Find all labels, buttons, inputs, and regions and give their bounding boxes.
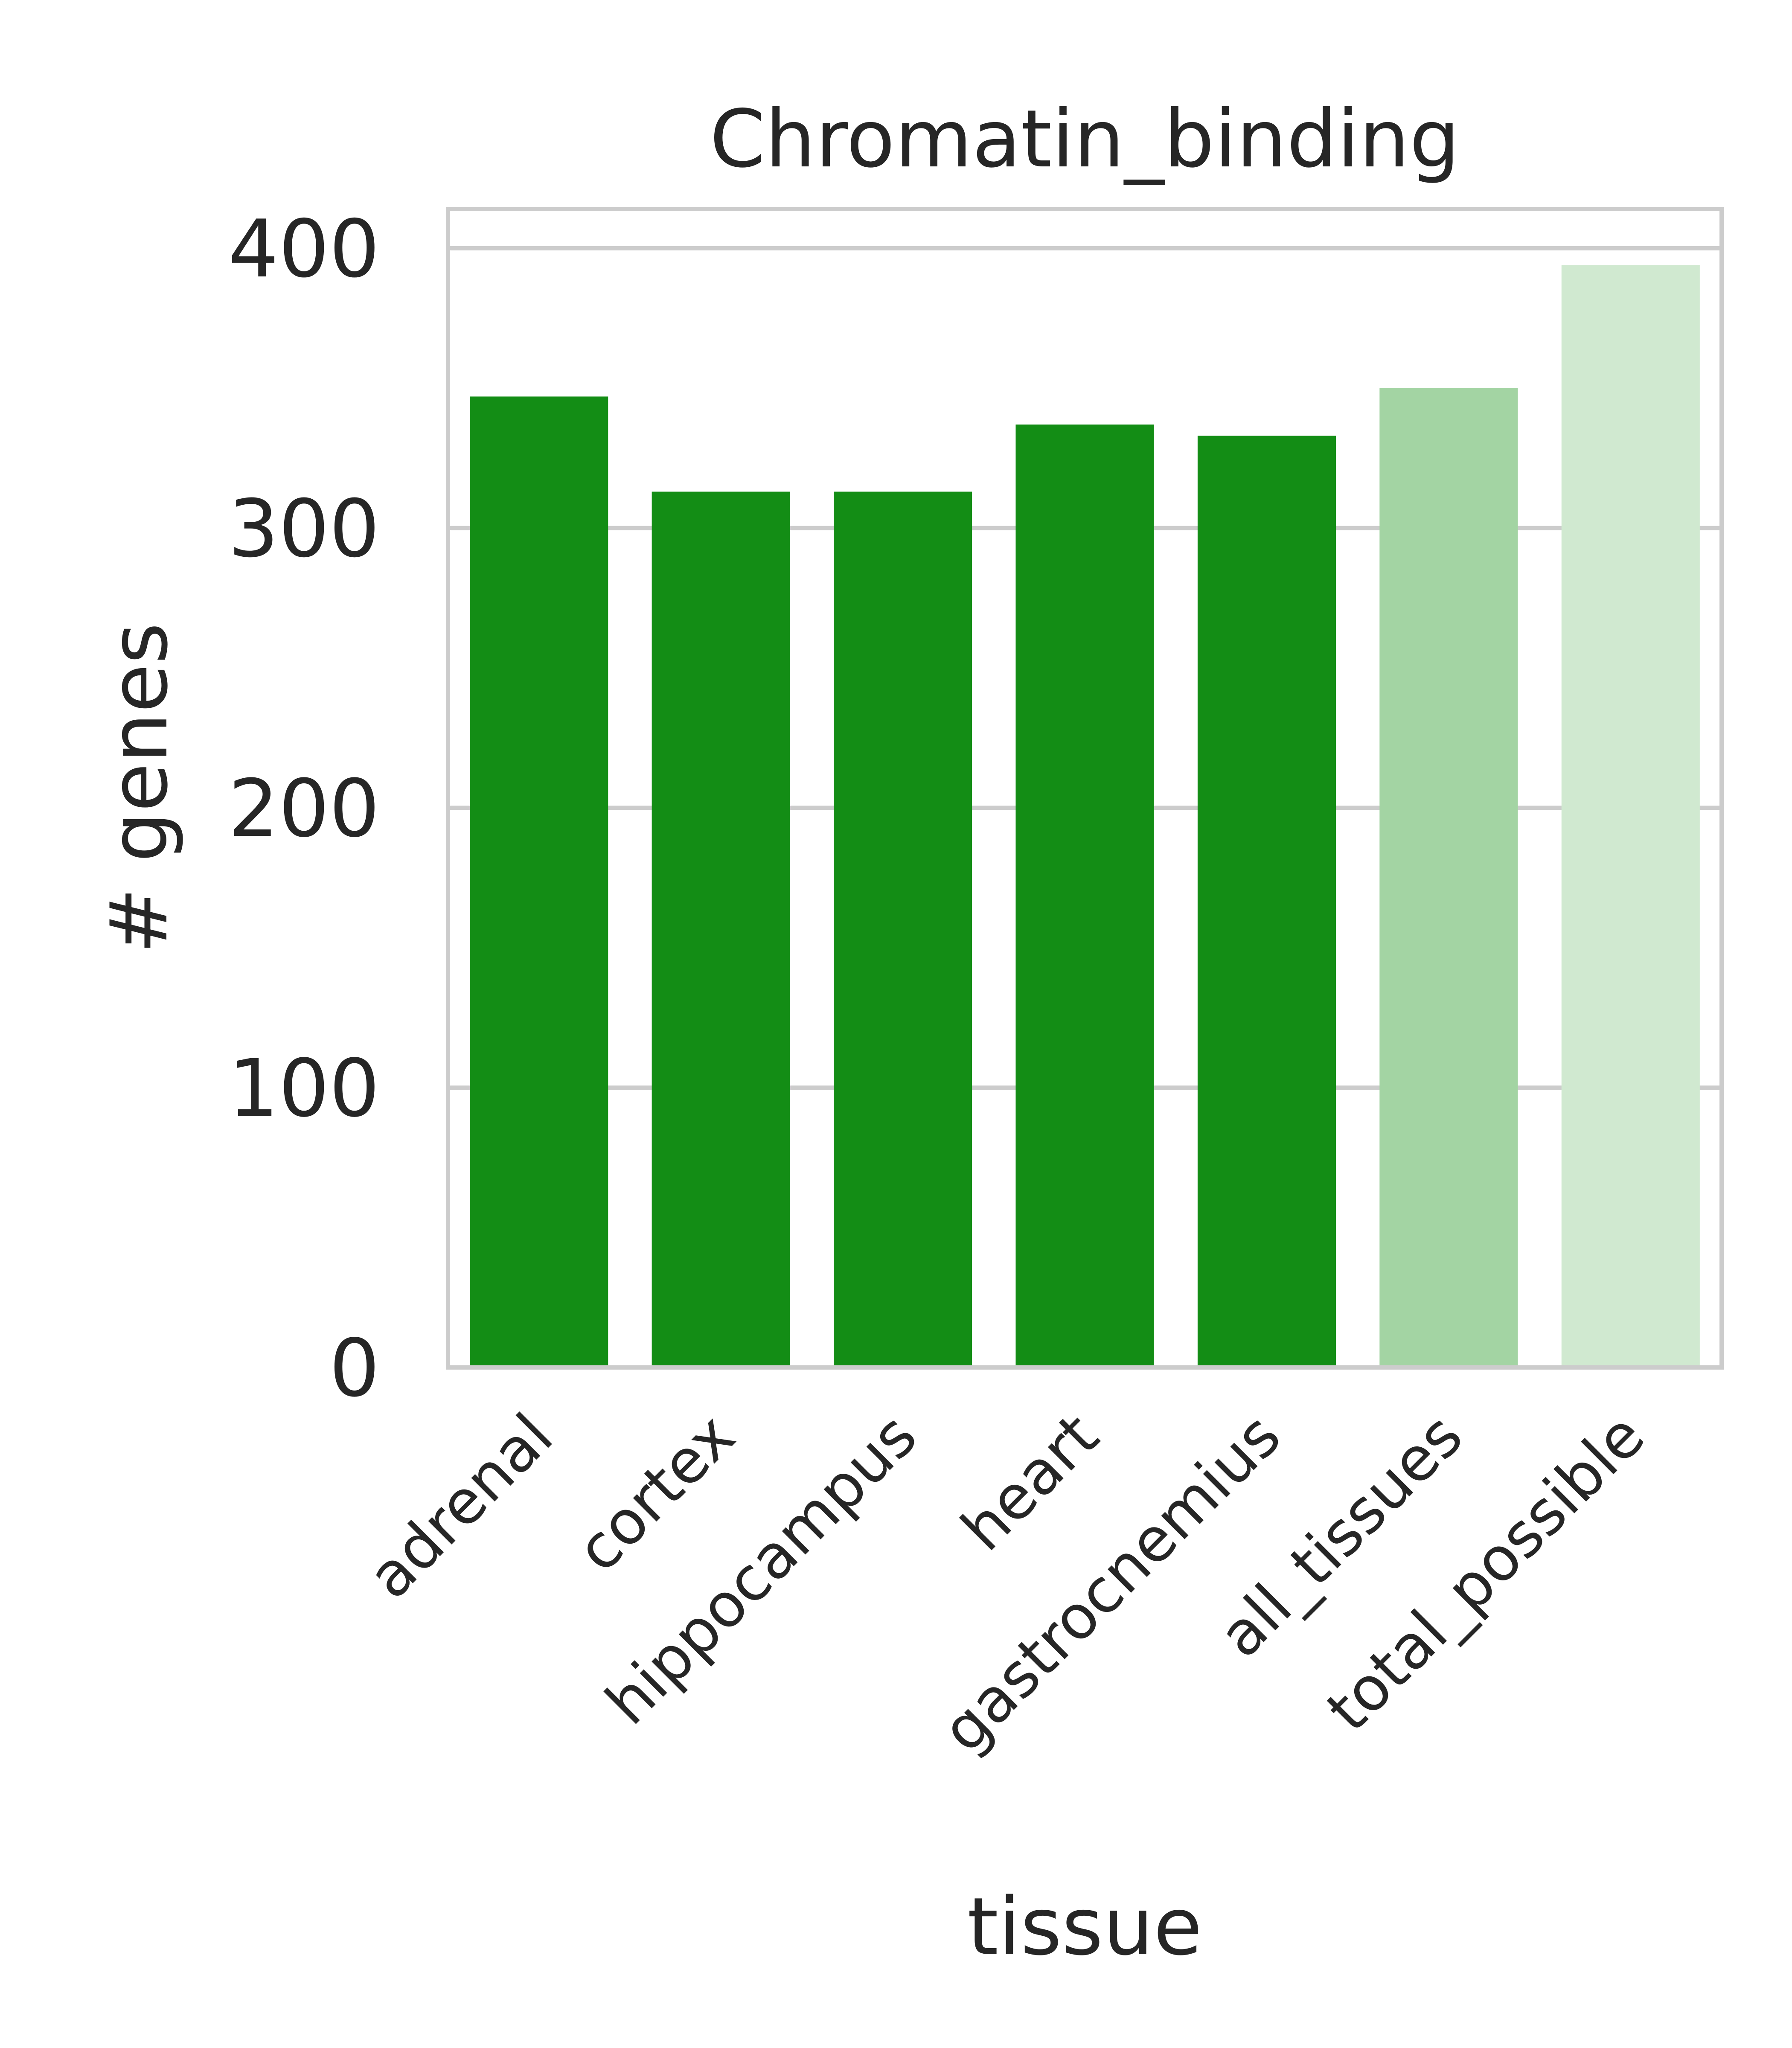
bar-adrenal <box>470 396 608 1367</box>
bar-heart <box>1015 424 1154 1367</box>
y-tick-label-3: 300 <box>228 483 380 575</box>
y-tick-label-2: 200 <box>228 762 380 855</box>
y-axis-label: # genes <box>93 623 185 954</box>
bar-gastrocnemius <box>1197 436 1336 1367</box>
y-tick-label-0: 0 <box>329 1322 380 1414</box>
bar-cortex <box>652 492 790 1368</box>
bars <box>470 265 1700 1368</box>
bar-total_possible <box>1561 265 1700 1367</box>
chart-title: Chromatin_binding <box>710 93 1460 185</box>
y-tick-labels: 0 100 200 300 400 <box>228 203 380 1414</box>
bar-hippocampus <box>834 492 972 1368</box>
x-axis-label: tissue <box>967 1880 1202 1973</box>
y-tick-label-4: 400 <box>228 203 380 295</box>
bar-all_tissues <box>1379 388 1518 1367</box>
plot-frame <box>446 207 1724 1370</box>
y-tick-label-1: 100 <box>228 1042 380 1135</box>
